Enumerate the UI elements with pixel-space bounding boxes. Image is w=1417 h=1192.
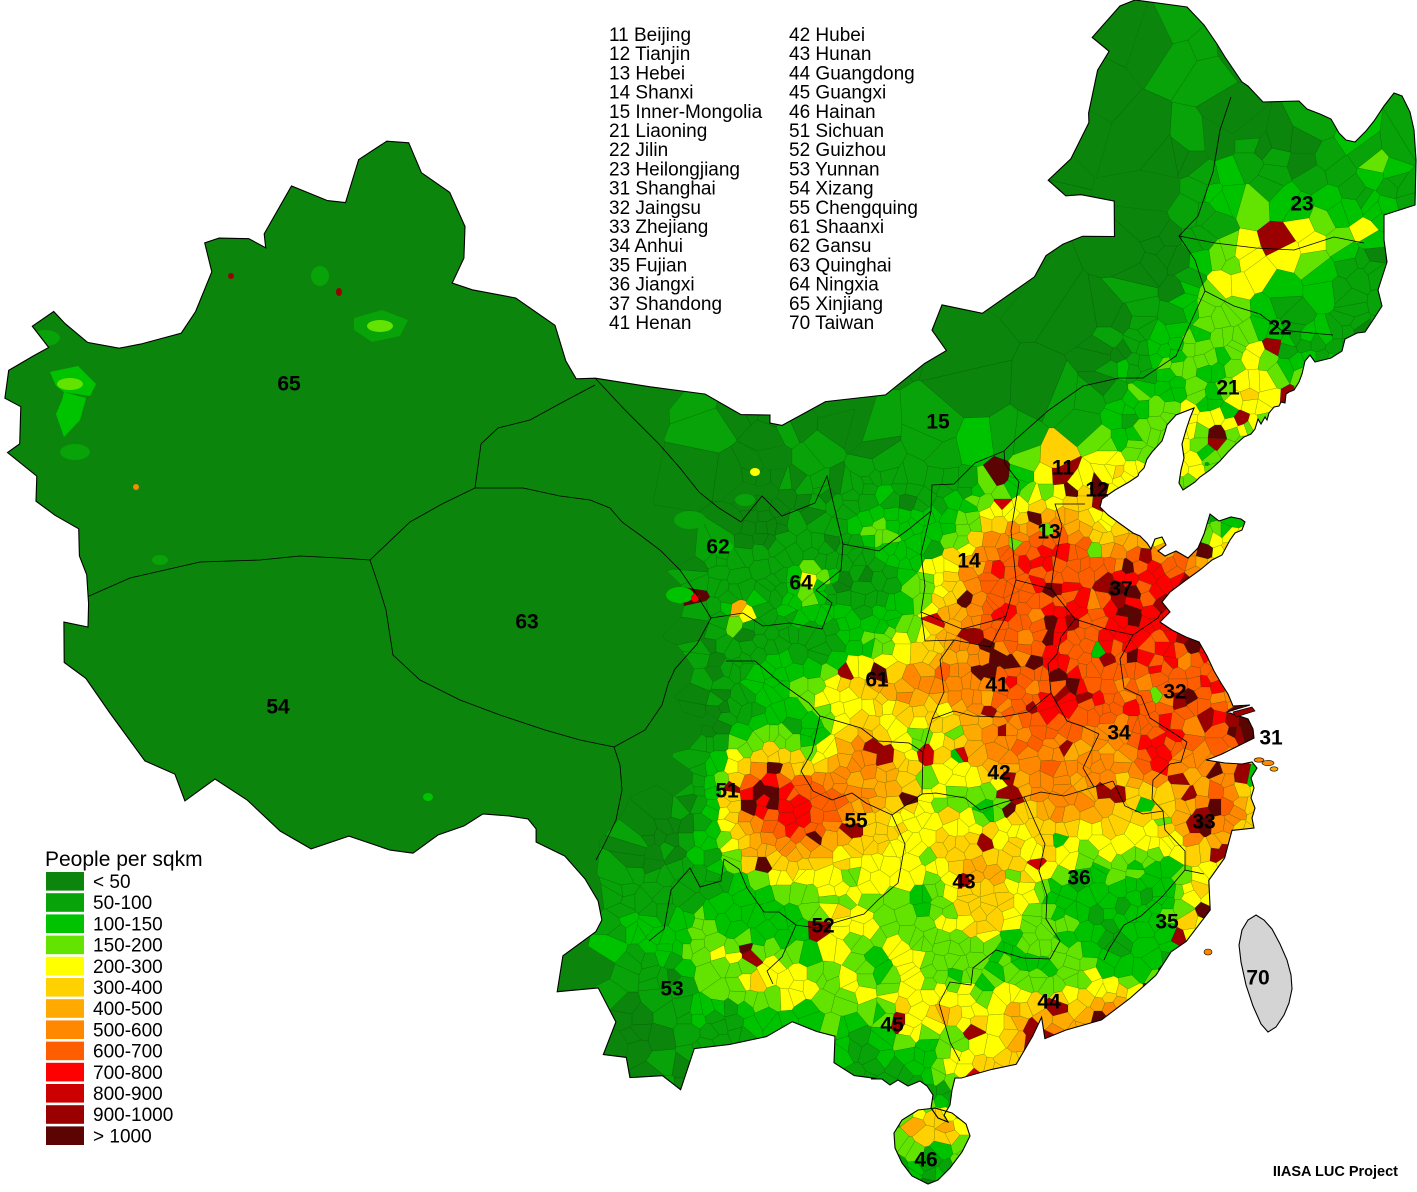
svg-text:45 Guangxi: 45 Guangxi — [789, 83, 886, 104]
svg-text:64 Ningxia: 64 Ningxia — [789, 275, 879, 296]
svg-text:45: 45 — [880, 1014, 904, 1037]
svg-text:70: 70 — [1246, 967, 1269, 990]
svg-text:54: 54 — [266, 696, 290, 719]
svg-text:32 Jaingsu: 32 Jaingsu — [609, 198, 701, 219]
svg-text:52: 52 — [811, 915, 834, 938]
svg-text:34 Anhui: 34 Anhui — [609, 236, 683, 257]
svg-text:55: 55 — [844, 810, 868, 833]
svg-text:43: 43 — [952, 871, 975, 894]
svg-text:61: 61 — [865, 669, 889, 692]
svg-text:62: 62 — [706, 536, 729, 559]
svg-text:52 Guizhou: 52 Guizhou — [789, 140, 886, 161]
svg-text:53: 53 — [660, 978, 683, 1001]
svg-text:> 1000: > 1000 — [93, 1126, 152, 1147]
svg-text:31 Shanghai: 31 Shanghai — [609, 179, 716, 200]
svg-text:36 Jiangxi: 36 Jiangxi — [609, 275, 695, 296]
svg-text:23: 23 — [1290, 193, 1313, 216]
svg-text:63 Quinghai: 63 Quinghai — [789, 255, 891, 276]
svg-text:900-1000: 900-1000 — [93, 1105, 173, 1126]
svg-text:64: 64 — [789, 572, 813, 595]
svg-text:15 Inner-Mongolia: 15 Inner-Mongolia — [609, 102, 763, 123]
svg-text:12 Tianjin: 12 Tianjin — [609, 44, 690, 65]
svg-text:200-300: 200-300 — [93, 957, 163, 978]
svg-text:37: 37 — [1109, 578, 1132, 601]
svg-text:51: 51 — [715, 780, 739, 803]
svg-text:46 Hainan: 46 Hainan — [789, 102, 876, 123]
svg-text:22 Jilin: 22 Jilin — [609, 140, 668, 161]
svg-text:65: 65 — [277, 373, 301, 396]
svg-text:43 Hunan: 43 Hunan — [789, 44, 871, 65]
svg-text:31: 31 — [1259, 727, 1283, 750]
svg-text:42: 42 — [987, 762, 1010, 785]
svg-text:37 Shandong: 37 Shandong — [609, 294, 722, 315]
svg-text:35 Fujian: 35 Fujian — [609, 255, 687, 276]
svg-text:800-900: 800-900 — [93, 1084, 163, 1105]
svg-text:600-700: 600-700 — [93, 1042, 163, 1063]
svg-text:11: 11 — [1052, 457, 1075, 480]
svg-text:500-600: 500-600 — [93, 1020, 163, 1041]
svg-text:IIASA LUC Project: IIASA LUC Project — [1273, 1164, 1398, 1180]
svg-text:65 Xinjiang: 65 Xinjiang — [789, 294, 883, 315]
svg-text:36: 36 — [1067, 867, 1090, 890]
svg-text:15: 15 — [926, 411, 950, 434]
svg-text:33 Zhejiang: 33 Zhejiang — [609, 217, 708, 238]
svg-text:300-400: 300-400 — [93, 978, 163, 999]
svg-text:35: 35 — [1155, 911, 1179, 934]
svg-text:150-200: 150-200 — [93, 936, 163, 957]
svg-text:22: 22 — [1268, 317, 1291, 340]
svg-text:People per sqkm: People per sqkm — [45, 848, 203, 871]
svg-text:41: 41 — [985, 674, 1009, 697]
svg-text:33: 33 — [1192, 811, 1215, 834]
svg-text:42 Hubei: 42 Hubei — [789, 25, 865, 46]
svg-text:12: 12 — [1085, 479, 1108, 502]
svg-text:46: 46 — [914, 1149, 937, 1172]
svg-text:21 Liaoning: 21 Liaoning — [609, 121, 707, 142]
svg-text:14 Shanxi: 14 Shanxi — [609, 83, 694, 104]
svg-text:< 50: < 50 — [93, 872, 131, 893]
svg-text:13: 13 — [1037, 521, 1060, 544]
svg-text:63: 63 — [515, 611, 538, 634]
svg-text:700-800: 700-800 — [93, 1063, 163, 1084]
svg-text:32: 32 — [1163, 681, 1186, 704]
svg-text:14: 14 — [957, 550, 981, 573]
svg-text:21: 21 — [1216, 377, 1240, 400]
svg-text:54 Xizang: 54 Xizang — [789, 179, 874, 200]
svg-text:400-500: 400-500 — [93, 999, 163, 1020]
svg-text:51 Sichuan: 51 Sichuan — [789, 121, 884, 142]
svg-text:70 Taiwan: 70 Taiwan — [789, 313, 874, 334]
svg-text:100-150: 100-150 — [93, 914, 163, 935]
svg-text:34: 34 — [1107, 722, 1131, 745]
svg-text:53 Yunnan: 53 Yunnan — [789, 159, 880, 180]
svg-text:50-100: 50-100 — [93, 893, 152, 914]
svg-text:11 Beijing: 11 Beijing — [609, 25, 691, 46]
svg-text:13 Hebei: 13 Hebei — [609, 63, 685, 84]
svg-text:44 Guangdong: 44 Guangdong — [789, 63, 915, 84]
svg-text:23 Heilongjiang: 23 Heilongjiang — [609, 159, 740, 180]
svg-text:55 Chengquing: 55 Chengquing — [789, 198, 918, 219]
svg-text:61 Shaanxi: 61 Shaanxi — [789, 217, 884, 238]
svg-text:44: 44 — [1037, 991, 1061, 1014]
svg-text:41 Henan: 41 Henan — [609, 313, 691, 334]
svg-text:62 Gansu: 62 Gansu — [789, 236, 871, 257]
